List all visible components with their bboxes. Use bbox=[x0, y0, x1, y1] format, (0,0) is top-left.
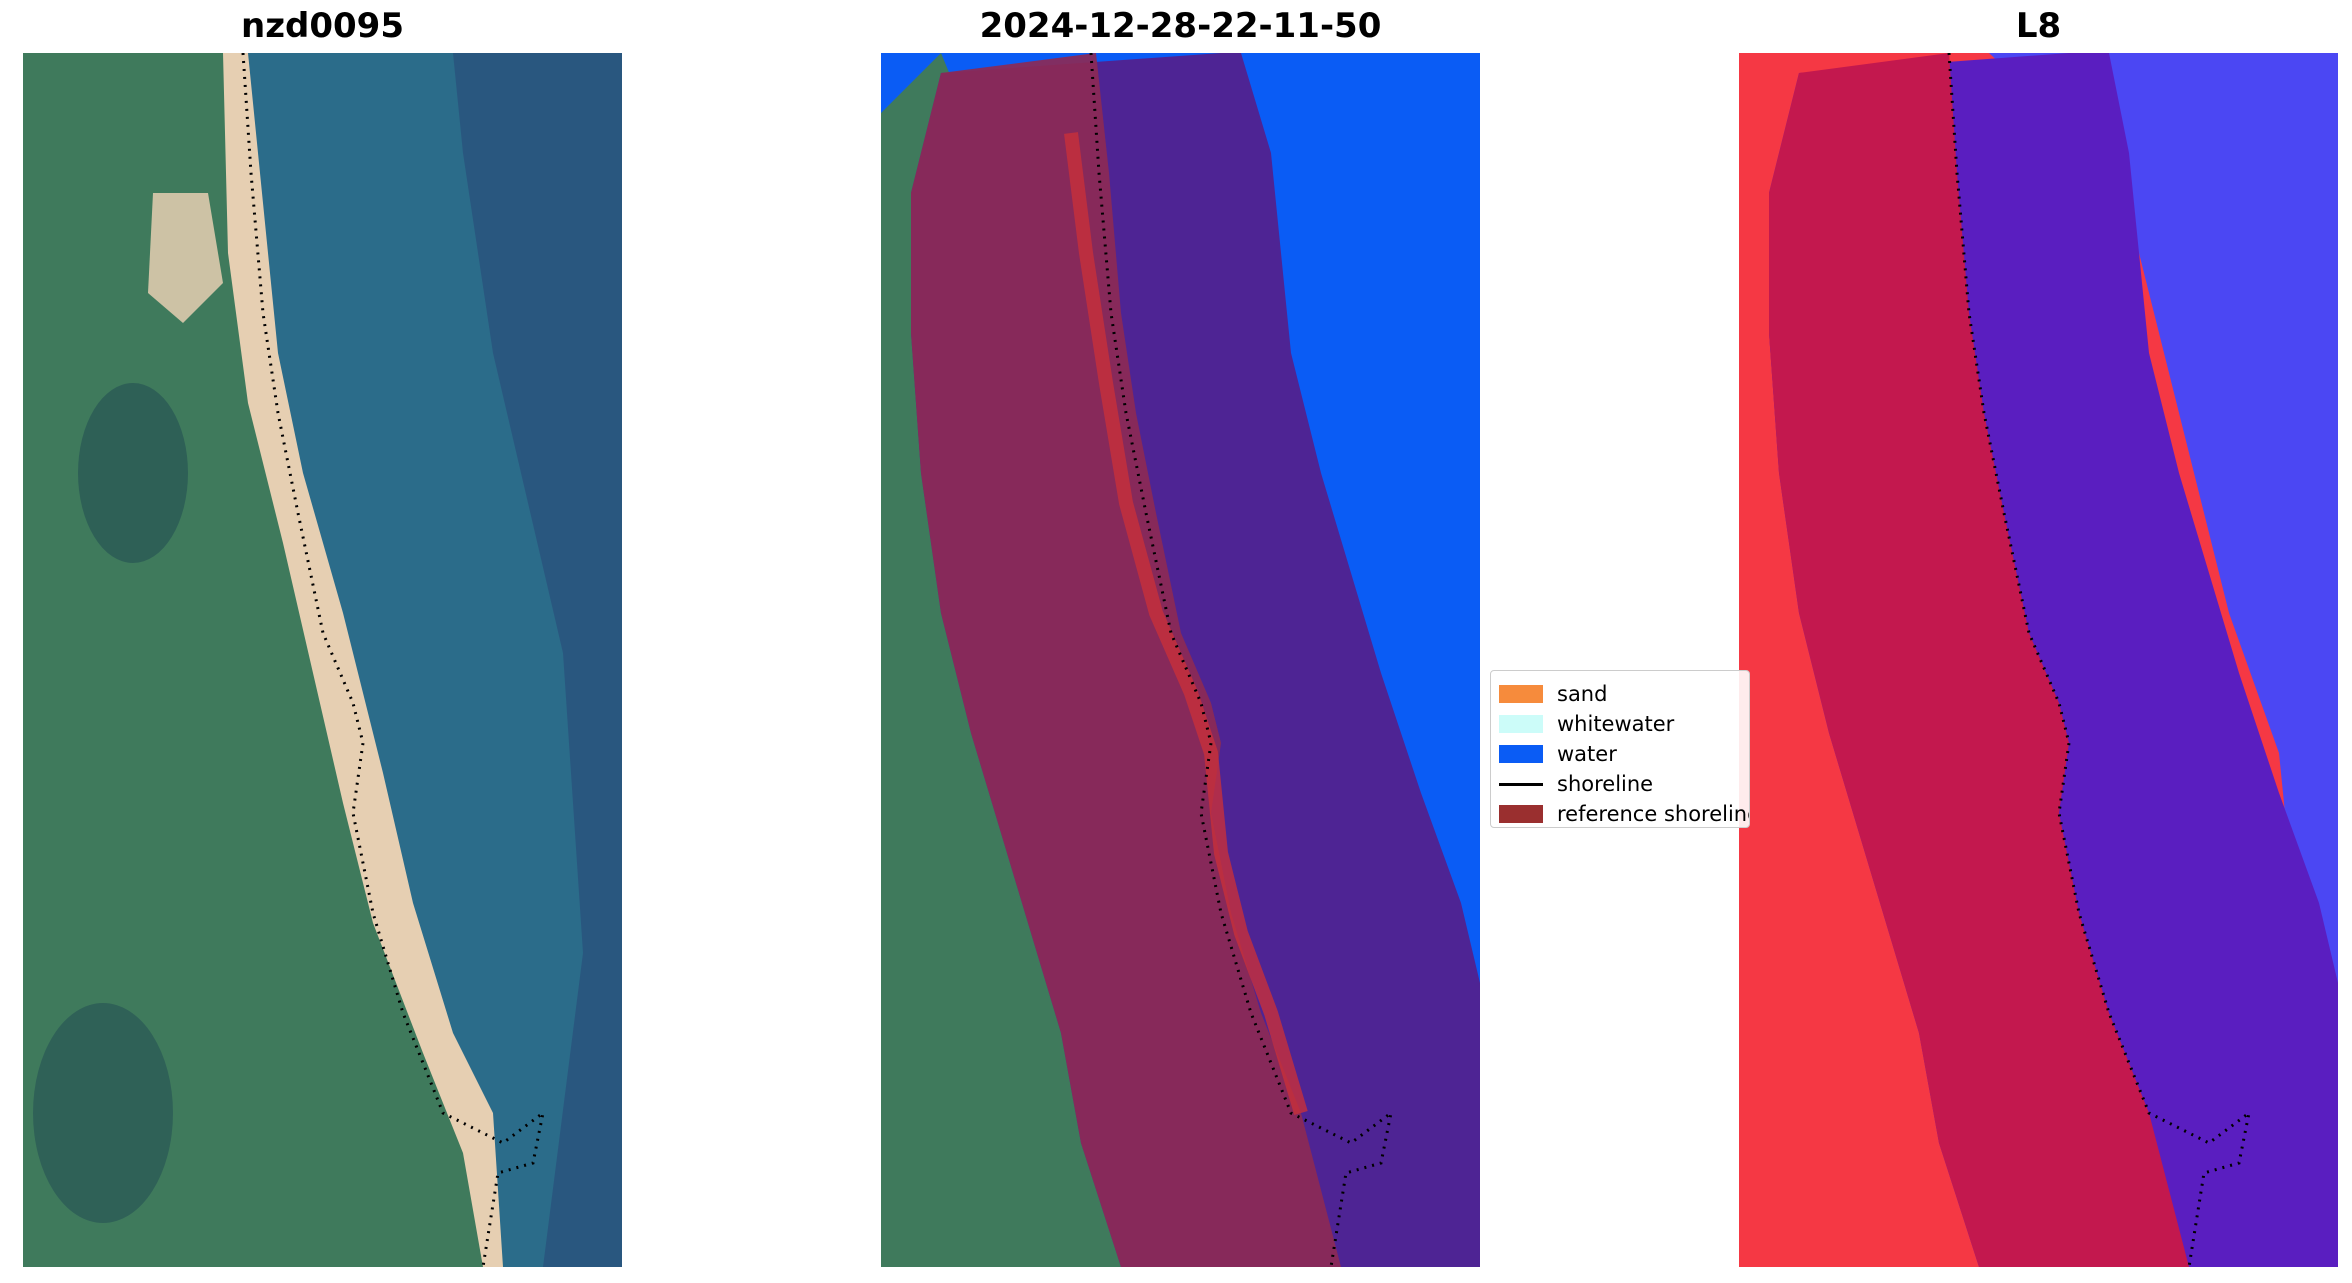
deep-sea-area bbox=[453, 53, 622, 1267]
legend-swatch-sand bbox=[1499, 685, 1543, 703]
legend-item-shoreline: shoreline bbox=[1499, 769, 1653, 799]
rgb-image bbox=[23, 53, 622, 1267]
sea-index-area bbox=[1989, 53, 2338, 1267]
legend-swatch-whitewater bbox=[1499, 715, 1543, 733]
shoreline-line bbox=[241, 53, 546, 1267]
buffer-land bbox=[911, 53, 1341, 1267]
sand-patch bbox=[148, 193, 223, 323]
legend-label: sand bbox=[1557, 682, 1608, 706]
index-image bbox=[1739, 53, 2338, 1267]
panel-title-index: L8 bbox=[2015, 6, 2062, 46]
legend-label: reference shoreline bbox=[1557, 802, 1750, 826]
buffer-land-index bbox=[1769, 53, 2189, 1267]
shoreline-line bbox=[1089, 53, 1394, 1267]
dark-vegetation bbox=[78, 383, 188, 563]
legend-item-reference-shoreline: reference shoreline bbox=[1499, 799, 1750, 827]
legend-swatch-reference-shoreline bbox=[1499, 805, 1543, 823]
dark-vegetation bbox=[33, 1003, 173, 1223]
legend-swatch-water bbox=[1499, 745, 1543, 763]
water-area bbox=[881, 53, 941, 113]
legend: sand whitewater water shoreline referenc… bbox=[1490, 670, 1750, 828]
classified-image-panel bbox=[881, 53, 1480, 1267]
index-image-panel bbox=[1739, 53, 2338, 1267]
panel-title-classified: 2024-12-28-22-11-50 bbox=[979, 6, 1382, 46]
legend-line-shoreline bbox=[1499, 782, 1543, 786]
legend-label: water bbox=[1557, 742, 1617, 766]
sand-pixels bbox=[1064, 132, 1308, 1116]
legend-item-whitewater: whitewater bbox=[1499, 709, 1674, 739]
legend-item-sand: sand bbox=[1499, 679, 1607, 709]
legend-label: whitewater bbox=[1557, 712, 1675, 736]
legend-item-water: water bbox=[1499, 739, 1617, 769]
legend-label: shoreline bbox=[1557, 772, 1654, 796]
classified-image bbox=[881, 53, 1480, 1267]
panel-title-rgb: nzd0095 bbox=[241, 6, 404, 46]
shoreline-line bbox=[1947, 53, 2252, 1267]
rgb-image-panel bbox=[23, 53, 622, 1267]
